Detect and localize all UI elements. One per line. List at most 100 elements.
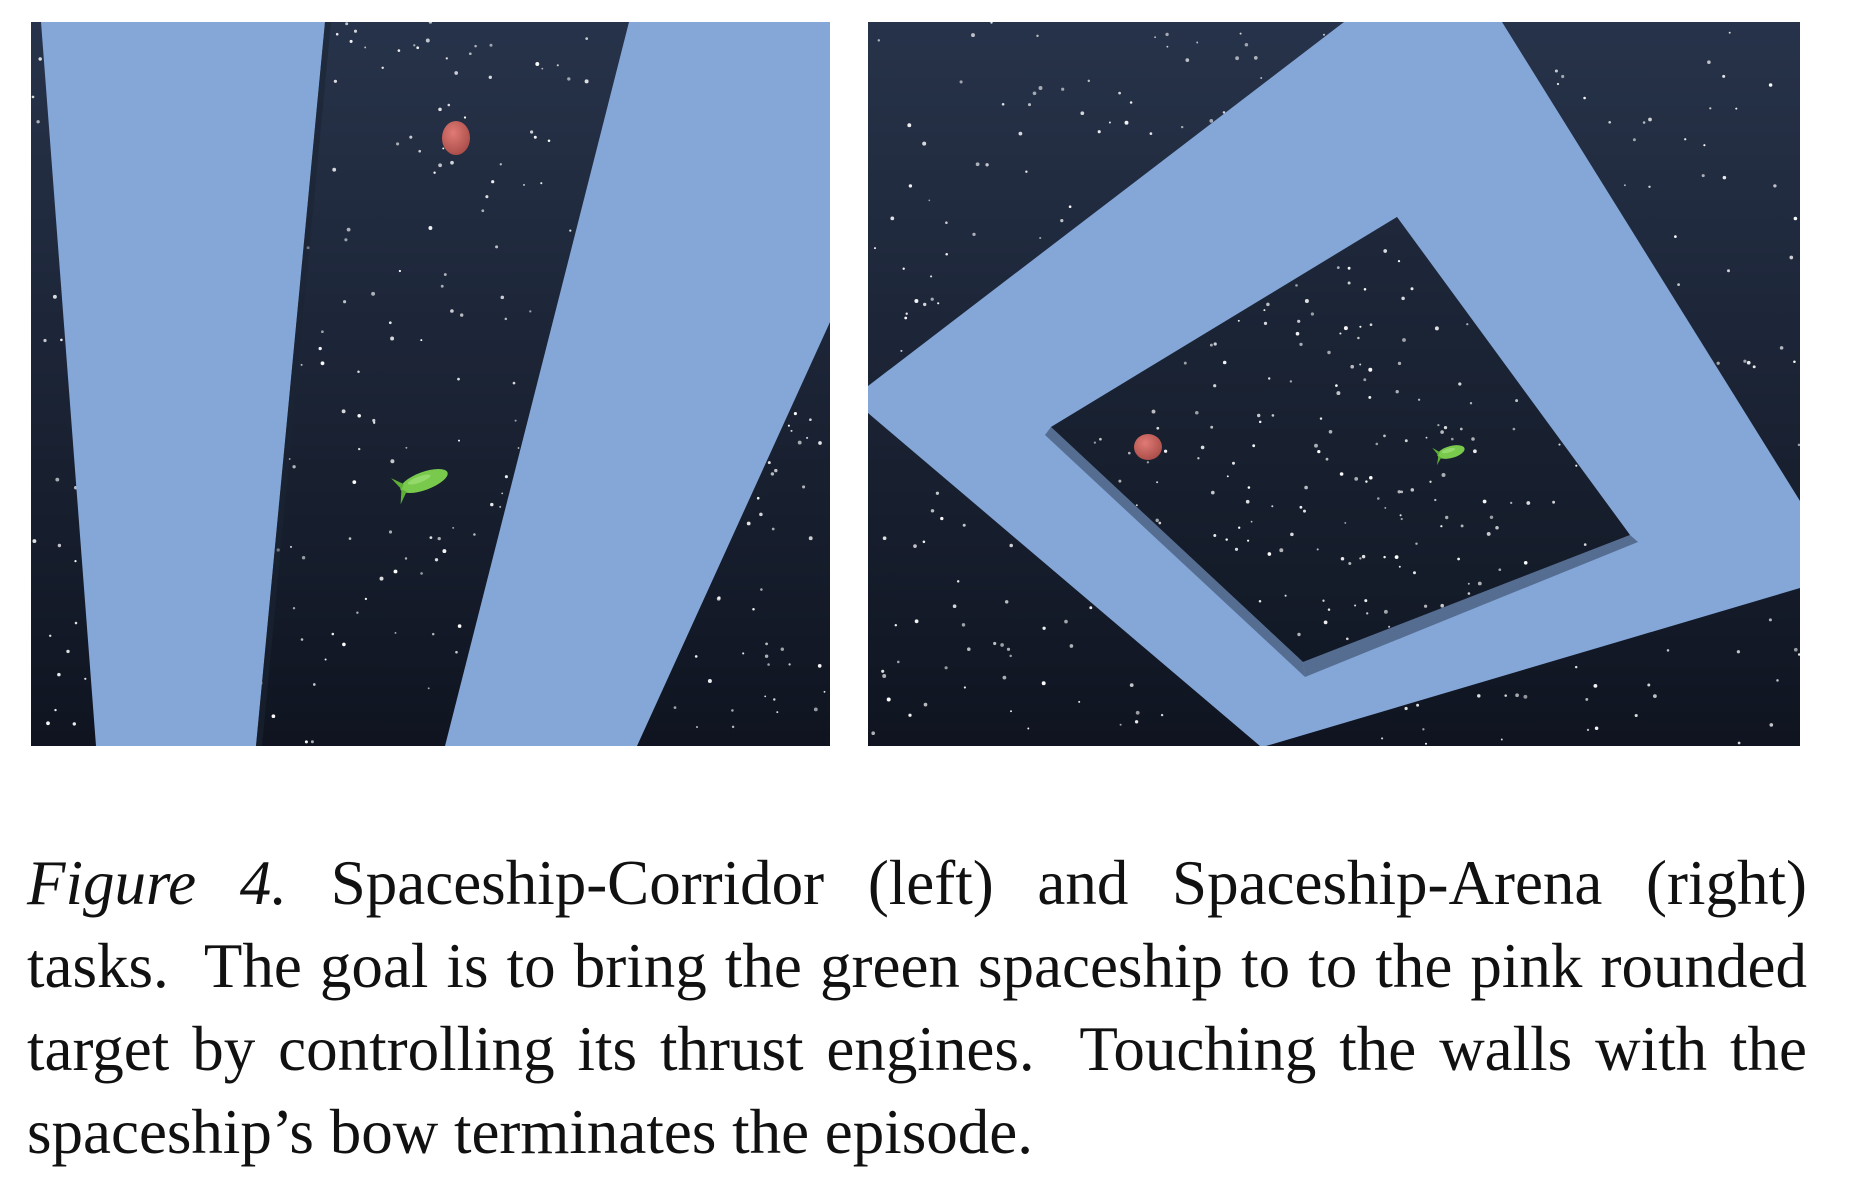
star — [930, 275, 933, 278]
star — [1234, 547, 1239, 551]
star — [1297, 319, 1301, 323]
star — [1295, 284, 1298, 287]
star — [944, 666, 948, 670]
star — [1009, 654, 1012, 658]
star — [1359, 363, 1362, 366]
star — [1347, 266, 1351, 270]
star — [961, 623, 966, 627]
star — [913, 544, 917, 548]
star — [1445, 515, 1449, 520]
star — [1222, 111, 1226, 114]
star — [797, 440, 802, 445]
star — [1608, 120, 1612, 124]
star — [1429, 480, 1432, 483]
star — [463, 116, 467, 119]
star — [473, 533, 476, 536]
star — [460, 313, 464, 317]
star — [1197, 457, 1200, 460]
star — [454, 71, 459, 75]
star — [541, 67, 544, 70]
star — [390, 459, 395, 464]
star — [1357, 336, 1360, 340]
star — [1244, 42, 1249, 47]
star — [381, 66, 384, 70]
star — [481, 209, 485, 213]
star — [1339, 472, 1344, 476]
star — [1069, 644, 1074, 648]
star — [1245, 499, 1250, 504]
star — [1510, 501, 1513, 505]
star — [752, 607, 755, 611]
star — [985, 163, 989, 167]
star — [425, 38, 430, 43]
star — [1736, 650, 1741, 654]
star — [312, 683, 316, 686]
star — [1623, 184, 1626, 187]
star — [742, 652, 745, 655]
star — [1469, 402, 1473, 405]
star — [1504, 694, 1507, 697]
star — [1303, 509, 1306, 513]
star — [1793, 216, 1798, 221]
star — [1417, 398, 1421, 401]
star — [1258, 600, 1262, 603]
star — [455, 650, 458, 654]
star — [971, 33, 975, 38]
star — [1415, 542, 1418, 545]
star — [1328, 429, 1333, 434]
star — [1634, 713, 1638, 718]
star — [74, 621, 78, 625]
star — [333, 79, 338, 83]
star — [488, 75, 492, 79]
star — [1061, 87, 1065, 91]
star — [1366, 612, 1369, 615]
star — [1093, 441, 1097, 444]
star — [1586, 728, 1590, 732]
star — [57, 672, 61, 677]
star — [1290, 532, 1294, 537]
arena-scene-render — [868, 22, 1800, 746]
star — [501, 492, 504, 495]
star — [1728, 31, 1731, 34]
star — [394, 631, 397, 634]
star — [1773, 184, 1777, 188]
star — [1554, 69, 1558, 73]
star — [1183, 361, 1187, 365]
star — [1457, 557, 1460, 561]
star — [452, 526, 455, 529]
star — [1552, 500, 1556, 504]
star — [1247, 539, 1250, 542]
star — [1068, 205, 1072, 209]
star — [1594, 726, 1599, 730]
star — [1489, 515, 1494, 520]
star — [1364, 599, 1368, 603]
star — [523, 183, 525, 186]
star — [1002, 675, 1007, 680]
star — [1735, 107, 1738, 110]
star — [1425, 742, 1427, 745]
star — [937, 302, 940, 305]
star — [1257, 413, 1261, 418]
star — [1089, 606, 1093, 610]
star — [1226, 475, 1229, 478]
star — [765, 642, 768, 646]
star — [1440, 603, 1444, 608]
star — [529, 310, 532, 313]
star — [1363, 288, 1367, 291]
star — [914, 619, 919, 624]
star — [1210, 425, 1214, 429]
star — [1180, 125, 1184, 129]
star — [1267, 552, 1272, 556]
star — [972, 232, 976, 237]
star — [1297, 632, 1301, 637]
star — [341, 409, 346, 414]
star — [1304, 299, 1309, 303]
star — [1707, 60, 1711, 64]
star — [1642, 121, 1646, 124]
star — [356, 611, 359, 614]
star — [928, 199, 931, 202]
star — [1325, 457, 1329, 461]
star — [346, 227, 351, 232]
star — [1677, 283, 1680, 286]
star — [1361, 554, 1366, 559]
